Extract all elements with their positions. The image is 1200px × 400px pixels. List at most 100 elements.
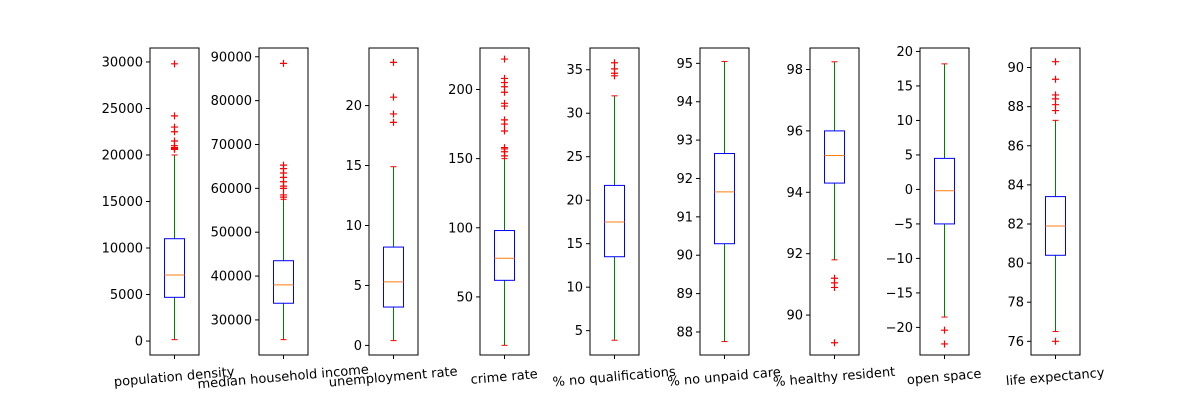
population-density-flier-6 [171, 123, 178, 131]
pct-no-qualifications-flier-2 [611, 65, 618, 73]
pct-no-qualifications-ytick-label-3: 20 [566, 194, 583, 209]
life-expectancy-flier-1 [1052, 107, 1059, 115]
median-household-income-ytick-label-1: 40000 [211, 270, 252, 285]
open-space-ytick-label-7: 15 [896, 79, 913, 94]
life-expectancy-ytick-label-1: 78 [1007, 296, 1024, 311]
life-expectancy-ytick-label-3: 82 [1007, 217, 1024, 232]
pct-no-qualifications-ytick-label-0: 5 [575, 324, 583, 339]
open-space-ytick-label-0: −20 [886, 321, 913, 336]
population-density-ytick-label-3: 15000 [102, 195, 143, 210]
median-household-income-ytick-label-2: 50000 [211, 226, 252, 241]
pct-no-unpaid-care-ytick-label-3: 91 [676, 210, 693, 225]
unemployment-rate-ytick-label-3: 15 [345, 159, 362, 174]
pct-no-qualifications-box [604, 184, 625, 258]
panel-open-space: −20 −15 −10 −5 0 5 10 15 20 open space [886, 45, 983, 388]
life-expectancy-ytick-label-5: 86 [1007, 139, 1024, 154]
life-expectancy-flier-4 [1052, 91, 1059, 99]
life-expectancy-ytick-label-6: 88 [1007, 100, 1024, 115]
open-space-ytick-label-6: 10 [896, 114, 913, 129]
unemployment-rate-box [383, 246, 404, 308]
population-density-ytick-label-1: 5000 [110, 288, 143, 303]
pct-healthy-resident-ytick-label-0: 90 [786, 309, 803, 324]
crime-rate-category-label: crime rate [470, 367, 538, 388]
pct-no-qualifications-ytick-label-4: 25 [566, 150, 583, 165]
median-household-income-flier-8 [280, 161, 287, 169]
median-household-income-ytick-label-0: 30000 [211, 313, 252, 328]
pct-no-unpaid-care-ytick-label-4: 92 [676, 172, 693, 187]
pct-no-unpaid-care-ytick-label-2: 90 [676, 249, 693, 264]
pct-no-unpaid-care-category-label: % no unpaid care [667, 365, 782, 390]
unemployment-rate-ytick-label-4: 20 [345, 99, 362, 114]
panel-pct-healthy-resident: 90 92 94 96 98 % healthy resident [773, 47, 896, 391]
median-household-income-ytick-label-4: 70000 [211, 138, 252, 153]
population-density-ytick-label-4: 20000 [102, 148, 143, 163]
median-household-income-ytick-label-5: 80000 [211, 94, 252, 109]
pct-no-qualifications-ytick-label-6: 35 [566, 63, 583, 78]
crime-rate-flier-6 [501, 116, 508, 124]
panel-pct-no-qualifications: 5 10 15 20 25 30 35 % no qualifications [552, 47, 677, 391]
panel-crime-rate: 50 100 150 200 crime rate [448, 47, 538, 388]
open-space-flier-1 [941, 340, 948, 348]
unemployment-rate-ytick-label-2: 10 [345, 219, 362, 234]
life-expectancy-ytick-label-7: 90 [1007, 61, 1024, 76]
life-expectancy-flier-0 [1052, 337, 1059, 345]
panel-median-household-income: 30000400005000060000700008000090000media… [197, 47, 369, 392]
open-space-category-label: open space [906, 367, 982, 388]
population-density-ytick-label-0: 0 [135, 335, 143, 350]
population-density-ytick-label-2: 10000 [102, 242, 143, 257]
unemployment-rate-flier-1 [390, 110, 397, 118]
pct-healthy-resident-flier-0 [831, 339, 838, 347]
population-density-flier-7 [171, 112, 178, 120]
pct-healthy-resident-ytick-label-3: 96 [786, 124, 803, 139]
unemployment-rate-ytick-label-1: 5 [354, 279, 362, 294]
crime-rate-ytick-label-3: 200 [448, 83, 473, 98]
pct-no-unpaid-care-ytick-label-6: 94 [676, 95, 693, 110]
pct-healthy-resident-ytick-label-1: 92 [786, 247, 803, 262]
pct-no-unpaid-care-box [714, 153, 735, 245]
population-density-ytick-label-6: 30000 [102, 55, 143, 70]
crime-rate-ytick-label-1: 100 [448, 221, 473, 236]
pct-no-unpaid-care-ytick-label-5: 93 [676, 134, 693, 149]
unemployment-rate-flier-0 [390, 118, 397, 126]
panel-pct-no-unpaid-care: 88 89 90 91 92 93 94 95 % no unpaid care [667, 47, 782, 390]
unemployment-rate-ytick-label-0: 0 [354, 339, 362, 354]
median-household-income-box [273, 260, 294, 304]
pct-healthy-resident-ytick-label-4: 98 [786, 63, 803, 78]
life-expectancy-flier-6 [1052, 58, 1059, 66]
life-expectancy-flier-2 [1052, 101, 1059, 109]
pct-healthy-resident-category-label: % healthy resident [773, 365, 896, 391]
pct-no-qualifications-flier-3 [611, 59, 618, 67]
median-household-income-ytick-label-6: 90000 [211, 50, 252, 65]
crime-rate-box [494, 230, 515, 281]
population-density-box [164, 238, 185, 298]
panel-life-expectancy: 76 78 80 82 84 86 88 90 life expectancy [1005, 47, 1105, 389]
life-expectancy-ytick-label-4: 84 [1007, 178, 1024, 193]
life-expectancy-flier-5 [1052, 75, 1059, 83]
open-space-ytick-label-3: −5 [894, 217, 913, 232]
crime-rate-flier-13 [501, 55, 508, 63]
population-density-ytick-label-5: 25000 [102, 102, 143, 117]
crime-rate-ytick-label-2: 150 [448, 152, 473, 167]
crime-rate-flier-4 [501, 127, 508, 135]
population-density-flier-8 [171, 60, 178, 68]
pct-healthy-resident-ytick-label-2: 94 [786, 186, 803, 201]
unemployment-rate-flier-3 [390, 58, 397, 66]
crime-rate-flier-12 [501, 74, 508, 82]
pct-no-unpaid-care-ytick-label-1: 89 [676, 287, 693, 302]
pct-no-qualifications-category-label: % no qualifications [552, 365, 677, 391]
open-space-ytick-label-8: 20 [896, 45, 913, 60]
population-density-flier-4 [171, 137, 178, 145]
pct-no-qualifications-ytick-label-5: 30 [566, 107, 583, 122]
pct-no-qualifications-ytick-label-2: 15 [566, 237, 583, 252]
pct-healthy-resident-flier-3 [831, 274, 838, 282]
unemployment-rate-flier-2 [390, 93, 397, 101]
open-space-ytick-label-5: 5 [905, 148, 913, 163]
crime-rate-flier-8 [501, 99, 508, 107]
pct-healthy-resident-box [824, 130, 845, 184]
crime-rate-ytick-label-0: 50 [456, 290, 473, 305]
pct-no-qualifications-ytick-label-1: 10 [566, 281, 583, 296]
median-household-income-flier-1 [280, 191, 287, 199]
median-household-income-flier-9 [280, 59, 287, 67]
